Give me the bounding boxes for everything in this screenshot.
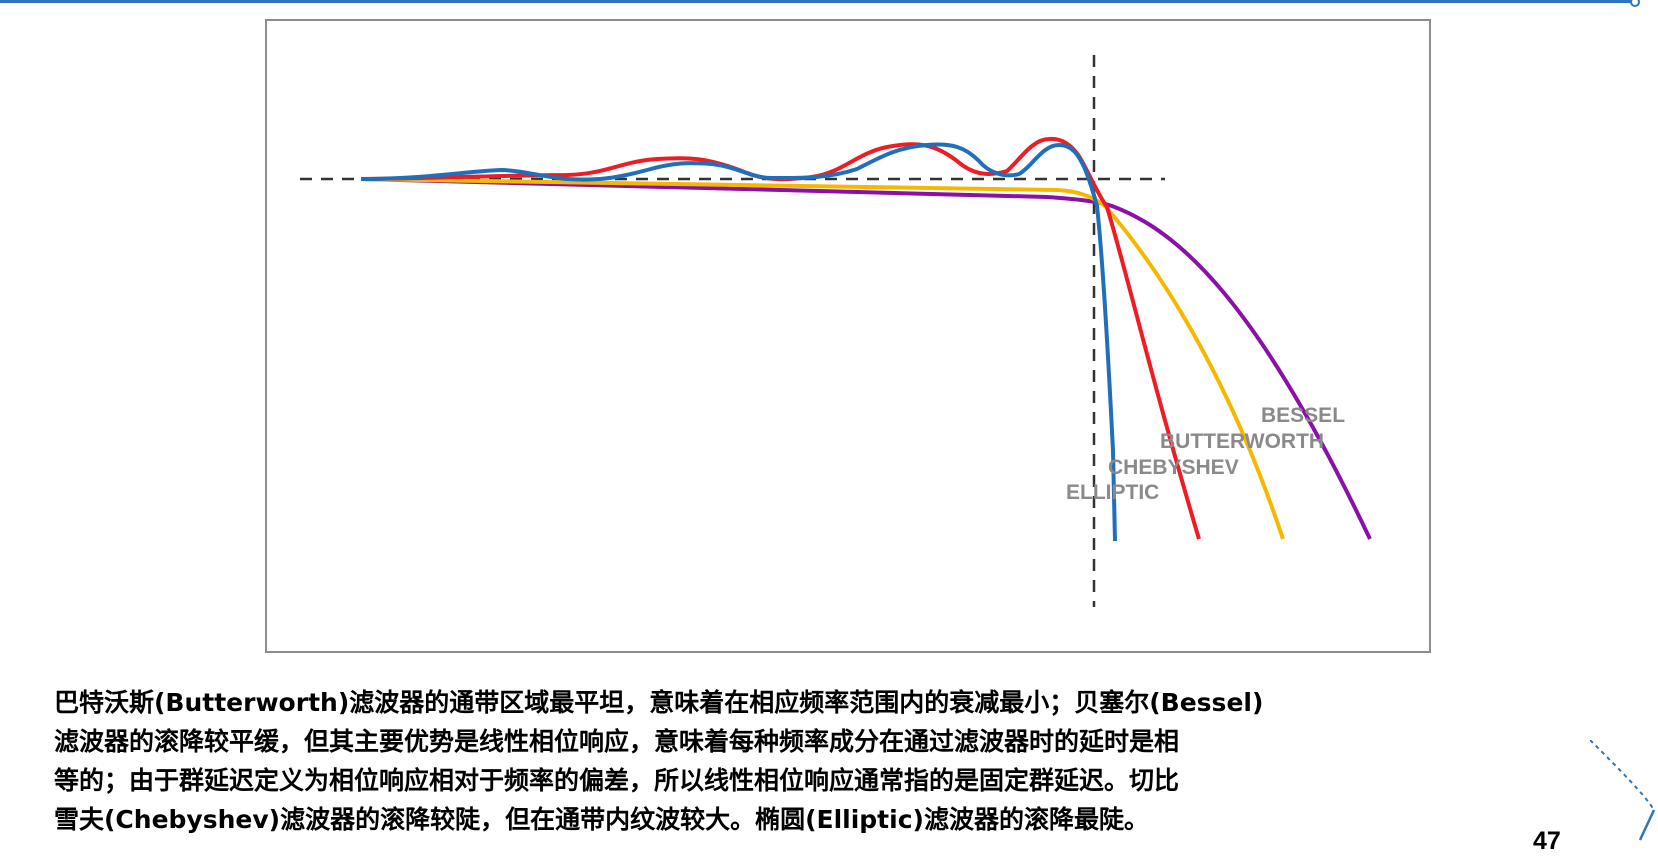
filter-response-figure: BESSEL BUTTERWORTH CHEBYSHEV ELLIPTIC [265, 19, 1431, 653]
page-number: 47 [1533, 827, 1561, 855]
bessel-curve [360, 177, 1372, 540]
caption-paragraph: 巴特沃斯(Butterworth)滤波器的通带区域最平坦，意味着在相应频率范围内… [54, 683, 1634, 839]
top-divider [0, 0, 1636, 3]
chebyshev-curve [360, 136, 1201, 540]
caption-line-4: 雪夫(Chebyshev)滤波器的滚降较陡，但在通带内纹波较大。椭圆(Ellip… [54, 805, 1149, 834]
butterworth-curve [360, 177, 1285, 540]
filter-response-diagram: BESSEL BUTTERWORTH CHEBYSHEV ELLIPTIC [300, 55, 1372, 607]
caption-line-3: 等的；由于群延迟定义为相位响应相对于频率的偏差，所以线性相位响应通常指的是固定群… [54, 766, 1180, 795]
corner-decoration [1590, 740, 1656, 841]
butterworth-label: BUTTERWORTH [1160, 430, 1324, 453]
elliptic-curve [360, 142, 1117, 542]
chebyshev-label: CHEBYSHEV [1108, 456, 1239, 479]
caption-line-2: 滤波器的滚降较平缓，但其主要优势是线性相位响应，意味着每种频率成分在通过滤波器时… [54, 727, 1180, 756]
bessel-label: BESSEL [1261, 404, 1345, 427]
elliptic-label: ELLIPTIC [1066, 481, 1159, 504]
caption-line-1: 巴特沃斯(Butterworth)滤波器的通带区域最平坦，意味着在相应频率范围内… [54, 688, 1264, 717]
divider-end-dot [1630, 0, 1640, 7]
